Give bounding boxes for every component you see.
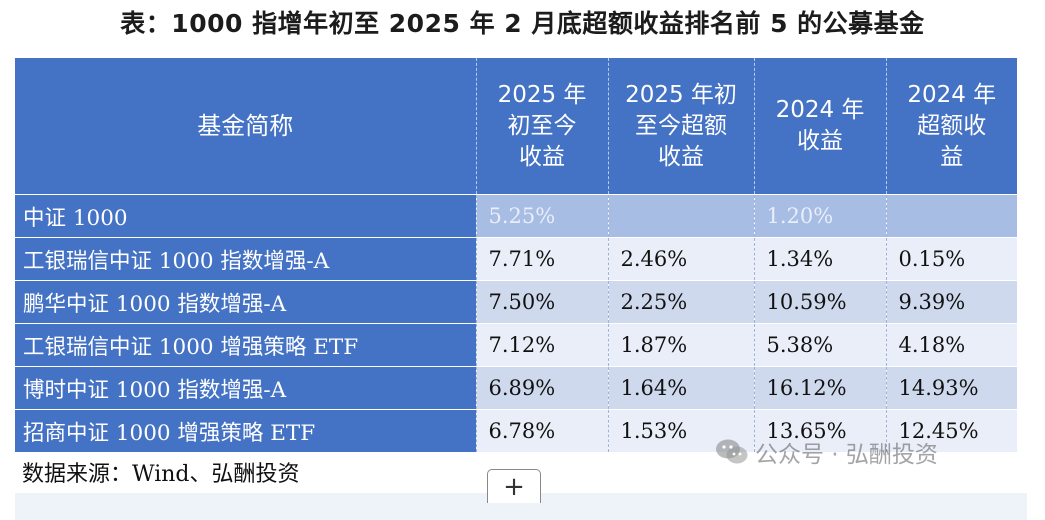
excess-2024-cell: 14.93% [886, 366, 1017, 410]
fund-name-cell: 工银瑞信中证 1000 增强策略 ETF [15, 323, 477, 367]
header-line: 初至今 [507, 112, 577, 139]
table-row-benchmark: 中证 1000 5.25% 1.20% [15, 194, 1017, 238]
ytd-return-cell: 6.89% [476, 366, 609, 410]
ytd-return-cell: 7.50% [476, 280, 609, 324]
header-line: 收益 [658, 143, 704, 170]
ytd-excess-cell: 1.64% [608, 366, 755, 410]
fund-name-cell: 中证 1000 [15, 194, 477, 238]
wechat-icon [716, 439, 748, 464]
ytd-return-cell: 7.71% [476, 237, 609, 281]
table-row: 鹏华中证 1000 指数增强-A 7.50% 2.25% 10.59% 9.39… [15, 280, 1017, 324]
header-2024-excess: 2024 年 超额收 益 [886, 58, 1017, 195]
header-2024-return: 2024 年 收益 [754, 58, 887, 195]
return-2024-cell: 16.12% [754, 366, 887, 410]
fund-name-cell: 招商中证 1000 增强策略 ETF [15, 409, 477, 452]
data-source-note: 数据来源：Wind、弘酬投资 [22, 462, 300, 487]
header-line: 超额收 [917, 112, 987, 139]
header-ytd-excess: 2025 年初 至今超额 收益 [608, 58, 755, 195]
ytd-excess-cell [608, 194, 755, 238]
return-2024-cell: 10.59% [754, 280, 887, 324]
header-line: 2024 年 [907, 81, 997, 108]
return-2024-cell: 5.38% [754, 323, 887, 367]
excess-2024-cell: 12.45% [886, 409, 1017, 452]
header-ytd-return: 2025 年 初至今 收益 [476, 58, 609, 195]
ytd-excess-cell: 2.25% [608, 280, 755, 324]
watermark: 公众号 · 弘酬投资 [715, 434, 938, 470]
header-line: 收益 [797, 128, 843, 154]
header-line: 益 [940, 143, 964, 170]
excess-2024-cell: 9.39% [886, 280, 1017, 324]
header-fund-name: 基金简称 [15, 58, 477, 195]
table-header-row: 基金简称 2025 年 初至今 收益 2025 年初 至今超额 收益 2024 … [15, 58, 1017, 195]
ytd-return-cell: 6.78% [476, 409, 609, 452]
header-line: 2025 年初 [625, 81, 737, 108]
plus-icon: + [503, 472, 525, 502]
excess-2024-cell: 0.15% [886, 237, 1017, 281]
fund-table: 基金简称 2025 年 初至今 收益 2025 年初 至今超额 收益 2024 … [15, 58, 1017, 452]
fund-name-cell: 鹏华中证 1000 指数增强-A [15, 280, 477, 324]
fund-name-cell: 工银瑞信中证 1000 指数增强-A [15, 237, 477, 281]
table-row: 工银瑞信中证 1000 增强策略 ETF 7.12% 1.87% 5.38% 4… [15, 323, 1017, 367]
header-line: 2025 年 [497, 81, 587, 108]
header-line: 2024 年 [775, 97, 865, 123]
table-row: 博时中证 1000 指数增强-A 6.89% 1.64% 16.12% 14.9… [15, 366, 1017, 410]
return-2024-cell: 1.20% [754, 194, 887, 238]
table-row: 工银瑞信中证 1000 指数增强-A 7.71% 2.46% 1.34% 0.1… [15, 237, 1017, 281]
table-row: 招商中证 1000 增强策略 ETF 6.78% 1.53% 13.65% 12… [15, 409, 1017, 452]
excess-2024-cell: 4.18% [886, 323, 1017, 367]
excess-2024-cell [886, 194, 1017, 238]
header-line: 收益 [519, 143, 565, 170]
fund-name-cell: 博时中证 1000 指数增强-A [15, 366, 477, 410]
ytd-return-cell: 5.25% [476, 194, 609, 238]
expand-button[interactable]: + [487, 469, 541, 503]
return-2024-cell: 1.34% [754, 237, 887, 281]
return-2024-cell: 13.65% [754, 409, 887, 452]
ytd-excess-cell: 1.53% [608, 409, 755, 452]
header-line: 至今超额 [635, 112, 727, 139]
ytd-return-cell: 7.12% [476, 323, 609, 367]
table-title: 表：1000 指增年初至 2025 年 2 月底超额收益排名前 5 的公募基金 [120, 9, 925, 38]
ytd-excess-cell: 2.46% [608, 237, 755, 281]
ytd-excess-cell: 1.87% [608, 323, 755, 367]
watermark-text: 公众号 · 弘酬投资 [755, 442, 938, 468]
